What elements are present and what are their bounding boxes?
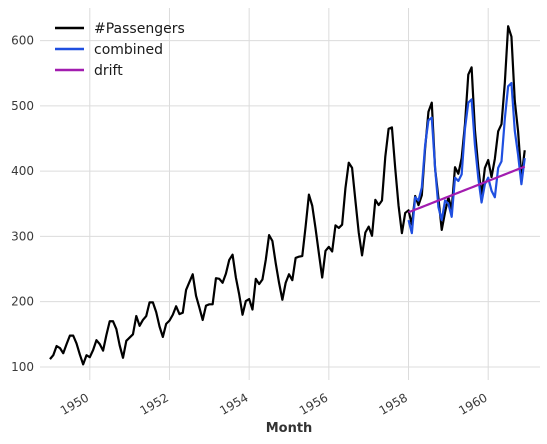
x-tick-label: 1956: [297, 390, 330, 417]
legend: #Passengers combined drift: [55, 21, 185, 79]
x-tick-label: 1952: [138, 390, 171, 417]
legend-entry: combined: [94, 42, 163, 58]
x-tick-label: 1960: [456, 390, 489, 417]
legend-entry: drift: [94, 63, 123, 79]
y-tick-label: 600: [11, 34, 34, 48]
y-tick-label: 300: [11, 229, 34, 243]
x-tick-labels: 1950 1952 1954 1956 1958 1960: [58, 390, 490, 417]
y-tick-label: 500: [11, 99, 34, 113]
series-line-2: [408, 165, 526, 214]
y-tick-label: 400: [11, 164, 34, 178]
series-line-1: [407, 81, 526, 235]
series-line-0: [49, 25, 526, 366]
series-lines: [49, 25, 526, 366]
x-tick-label: 1954: [217, 390, 250, 417]
grid: [40, 8, 540, 380]
x-tick-label: 1950: [58, 390, 91, 417]
x-axis-title: Month: [266, 421, 313, 436]
y-tick-labels: 100 200 300 400 500 600: [11, 34, 34, 374]
x-tick-label: 1958: [377, 390, 410, 417]
legend-entry: #Passengers: [94, 21, 185, 37]
y-tick-label: 200: [11, 295, 34, 309]
y-tick-label: 100: [11, 360, 34, 374]
